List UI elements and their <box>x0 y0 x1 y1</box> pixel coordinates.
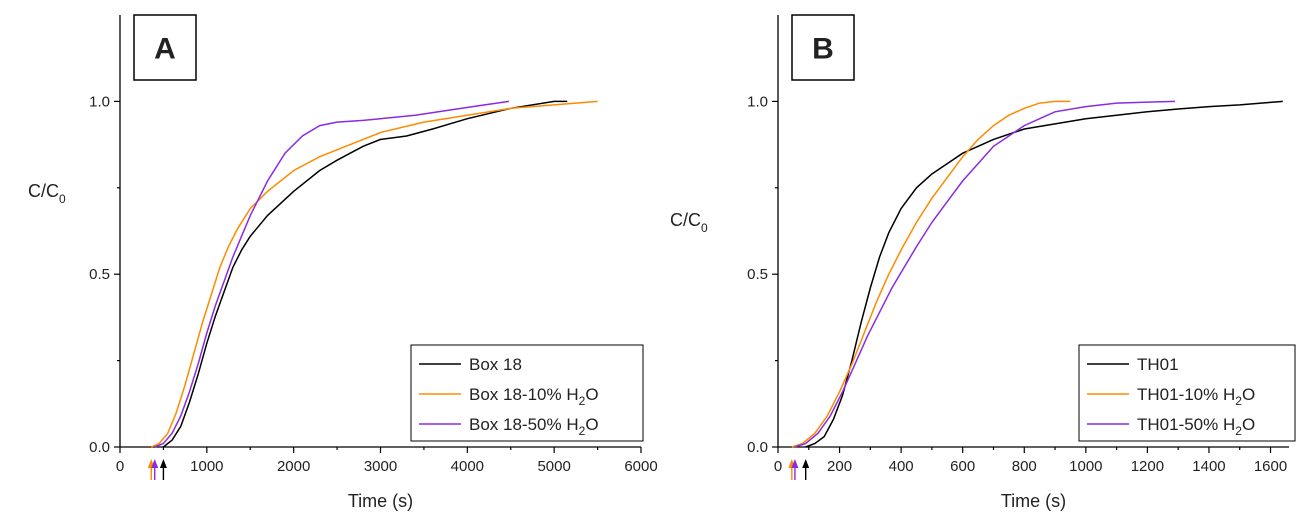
x-tick-label: 4000 <box>451 458 484 475</box>
legend-label-2: TH01-10% H2O <box>1137 385 1255 408</box>
legend-label-main: TH01-10% H <box>1137 385 1235 404</box>
x-tick-label: 1000 <box>1069 458 1102 475</box>
x-tick-label: 1600 <box>1254 458 1287 475</box>
legend-label-suffix: O <box>1242 415 1255 434</box>
legend-label-3: TH01-50% H2O <box>1137 415 1255 438</box>
y-tick-label: 1.0 <box>747 93 768 110</box>
x-axis-title: Time (s) <box>348 491 413 511</box>
legend-label-3: Box 18-50% H2O <box>469 415 599 438</box>
y-tick-label: 0.5 <box>747 266 768 283</box>
legend-label-suffix: O <box>585 415 598 434</box>
series-line-3 <box>154 100 510 448</box>
legend-label-main: Box 18-10% H <box>469 385 579 404</box>
series-line-2 <box>791 100 1071 448</box>
legend-label-suffix: O <box>1242 385 1255 404</box>
y-tick-label: 0.0 <box>747 439 768 456</box>
x-tick-label: 1000 <box>190 458 223 475</box>
panel-label: A <box>154 33 176 66</box>
y-axis-title-subscript: 0 <box>59 192 66 206</box>
legend-label-subscript: 2 <box>579 394 586 408</box>
breakthrough-arrow-head-2 <box>791 459 799 468</box>
legend-label-subscript: 2 <box>1235 424 1242 438</box>
series-line-2 <box>150 100 598 448</box>
y-tick-label: 0.0 <box>89 439 110 456</box>
panel-label: B <box>812 33 834 66</box>
legend-label-1: TH01 <box>1137 355 1179 374</box>
series-line-3 <box>794 100 1176 448</box>
x-tick-label: 400 <box>889 458 914 475</box>
legend-label-main: TH01-50% H <box>1137 415 1235 434</box>
legend-label-suffix: O <box>585 385 598 404</box>
x-tick-label: 6000 <box>624 458 657 475</box>
y-axis-title: C/C0 <box>28 181 66 206</box>
breakthrough-arrow-head-2 <box>151 459 159 468</box>
y-axis-title-main: C/C <box>670 210 701 230</box>
y-axis-title-main: C/C <box>28 181 59 201</box>
legend-label-subscript: 2 <box>579 424 586 438</box>
legend-label-main: TH01 <box>1137 355 1179 374</box>
x-tick-label: 1400 <box>1192 458 1225 475</box>
legend-box <box>410 344 644 442</box>
x-axis-title: Time (s) <box>1001 491 1066 511</box>
y-axis-title-subscript: 0 <box>701 221 708 235</box>
panel-b: 0 200 400 600 800 1000 1200 1400 1600 0.0 0.5 1.0 Ti… <box>670 14 1296 511</box>
legend-box <box>1078 344 1296 442</box>
legend-label-main: Box 18 <box>469 355 522 374</box>
legend-label-1: Box 18 <box>469 355 522 374</box>
panel-a: 0 1000 2000 3000 4000 5000 6000 0.0 0.5 1.0 Time (… <box>28 14 658 511</box>
y-tick-label: 0.5 <box>89 266 110 283</box>
x-tick-label: 200 <box>827 458 852 475</box>
x-tick-label: 800 <box>1012 458 1037 475</box>
x-tick-label: 0 <box>774 458 782 475</box>
y-axis-title: C/C0 <box>670 210 708 235</box>
x-tick-label: 1200 <box>1131 458 1164 475</box>
series-line-1 <box>162 100 568 448</box>
legend-label-main: Box 18-50% H <box>469 415 579 434</box>
breakthrough-arrow-head-3 <box>802 459 810 468</box>
x-tick-label: 600 <box>950 458 975 475</box>
x-tick-label: 2000 <box>277 458 310 475</box>
panel-label-box <box>133 14 197 81</box>
x-tick-label: 5000 <box>537 458 570 475</box>
x-tick-label: 0 <box>116 458 124 475</box>
legend-label-subscript: 2 <box>1235 394 1242 408</box>
panel-label-box <box>791 14 855 81</box>
x-tick-label: 3000 <box>364 458 397 475</box>
legend-label-2: Box 18-10% H2O <box>469 385 599 408</box>
y-tick-label: 1.0 <box>89 93 110 110</box>
breakthrough-arrow-head-3 <box>159 459 167 468</box>
